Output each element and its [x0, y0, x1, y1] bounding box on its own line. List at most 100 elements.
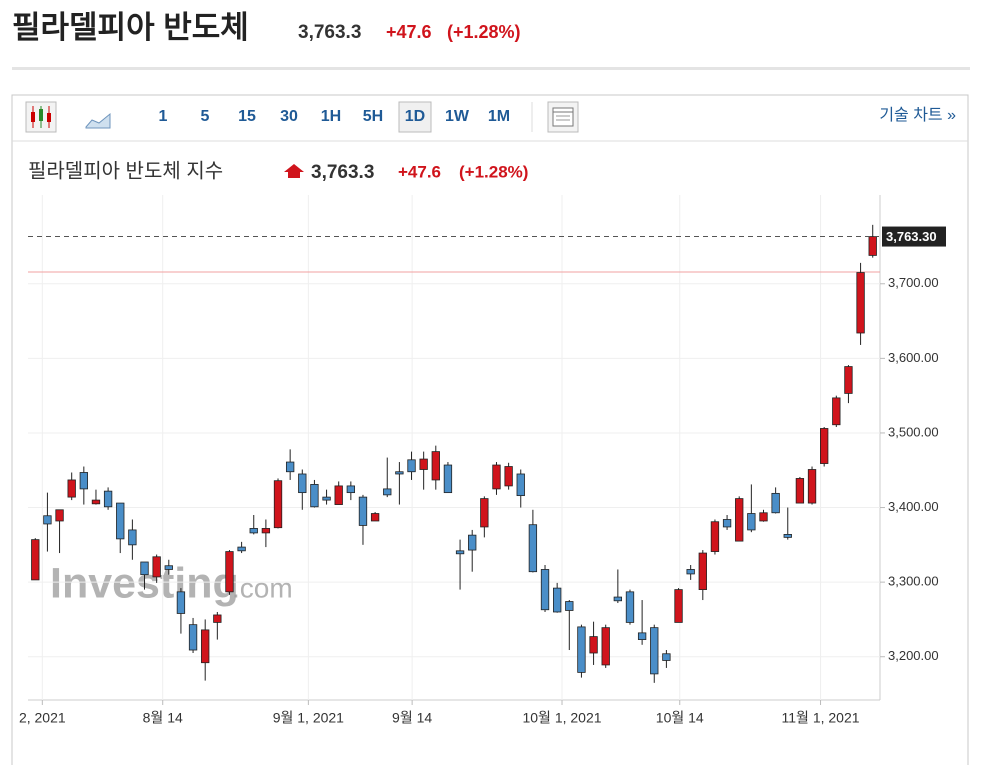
- candle-body: [844, 366, 853, 394]
- candle-body: [419, 458, 428, 470]
- candle-body: [322, 496, 331, 501]
- candle-icon[interactable]: [25, 101, 57, 133]
- last-price-box: [882, 226, 946, 247]
- interval-button[interactable]: 5H: [363, 108, 383, 125]
- candle-body: [468, 534, 477, 551]
- candle-body: [565, 601, 574, 611]
- x-tick-label: 10월 14: [656, 710, 704, 726]
- x-tick-label: 2, 2021: [19, 710, 66, 726]
- interval-selected: [398, 101, 432, 133]
- candle-body: [43, 515, 52, 525]
- candle-body: [55, 509, 64, 522]
- x-tick-label: 9월 1, 2021: [273, 710, 344, 726]
- candle-body: [334, 485, 343, 505]
- candle-body: [164, 565, 173, 570]
- candle-body: [795, 478, 805, 504]
- candle-body: [31, 539, 40, 581]
- candle-body: [225, 551, 234, 593]
- candle-body: [273, 480, 283, 529]
- divider: [12, 67, 970, 70]
- candle-body: [346, 485, 356, 494]
- candle-body: [431, 451, 440, 481]
- candle-body: [249, 528, 258, 534]
- y-tick-label: 3,700.00: [888, 275, 939, 290]
- candle-body: [577, 626, 586, 673]
- candle-body: [140, 561, 149, 576]
- candle-body: [832, 397, 841, 426]
- chart-change-pct: (+1.28%): [459, 162, 528, 181]
- up-arrow: [284, 164, 304, 178]
- candle-body: [589, 636, 598, 654]
- candle-body: [395, 471, 404, 475]
- interval-button[interactable]: 5: [201, 108, 210, 125]
- candle-body: [480, 498, 489, 528]
- candle-body: [601, 627, 610, 666]
- candle-body: [310, 484, 319, 508]
- candle-body: [516, 473, 525, 497]
- candle-body: [201, 629, 210, 664]
- header-price: 3,763.3: [298, 22, 361, 43]
- candle-body: [662, 653, 671, 661]
- candle-body: [856, 272, 865, 334]
- candle-body: [358, 496, 368, 526]
- candle-body: [771, 492, 780, 514]
- interval-button[interactable]: 1: [159, 108, 168, 125]
- candle-body: [91, 499, 101, 505]
- y-tick-label: 3,200.00: [888, 648, 939, 663]
- candle-body: [722, 519, 732, 528]
- candle-body: [79, 472, 88, 490]
- candle-body: [188, 624, 198, 651]
- chart-title: 필라델피아 반도체 지수: [28, 159, 223, 182]
- candle-body: [383, 488, 392, 496]
- header-change-pct: (+1.28%): [447, 22, 521, 42]
- interval-button[interactable]: 1H: [321, 108, 341, 125]
- candle-body: [370, 513, 380, 522]
- candle-body: [176, 591, 186, 614]
- area-icon[interactable]: [85, 112, 111, 129]
- candle-body: [152, 556, 161, 578]
- candle-body: [504, 466, 513, 487]
- y-tick-label: 3,600.00: [888, 350, 939, 365]
- chart-price: 3,763.3: [311, 162, 374, 183]
- candle-body: [407, 459, 416, 473]
- candle-body: [698, 552, 707, 591]
- candle-body: [540, 569, 550, 611]
- candle-body: [783, 534, 792, 538]
- candle-body: [237, 546, 246, 552]
- watermark-suffix: .com: [232, 572, 293, 603]
- interval-button[interactable]: 1M: [488, 108, 510, 125]
- candle-body: [759, 512, 768, 522]
- interval-button[interactable]: 30: [280, 108, 298, 125]
- x-tick-label: 10월 1, 2021: [522, 710, 601, 726]
- x-tick-label: 8월 14: [143, 710, 183, 726]
- candle-body: [553, 587, 562, 613]
- candle-body: [650, 627, 659, 675]
- candle-body: [686, 569, 695, 575]
- layout-icon[interactable]: [547, 101, 579, 133]
- candle-body: [443, 464, 453, 494]
- candle-body: [613, 596, 623, 602]
- candle-body: [747, 513, 756, 531]
- candle-body: [128, 529, 137, 546]
- y-tick-label: 3,300.00: [888, 574, 939, 589]
- candle-body: [625, 591, 635, 623]
- candle-body: [116, 502, 125, 540]
- candle-body: [735, 498, 744, 542]
- candle-body: [261, 528, 271, 534]
- y-tick-label: 3,400.00: [888, 499, 939, 514]
- interval-button[interactable]: 1D: [405, 108, 425, 125]
- technical-chart-link[interactable]: 기술 차트 »: [879, 106, 956, 124]
- interval-button[interactable]: 1W: [445, 108, 470, 125]
- page-title: 필라델피아 반도체: [12, 10, 249, 45]
- interval-button[interactable]: 15: [238, 108, 256, 125]
- candle-body: [285, 461, 295, 473]
- candle-body: [710, 521, 720, 552]
- candle-body: [298, 473, 307, 494]
- candle-body: [807, 469, 817, 504]
- candle-body: [213, 614, 222, 623]
- header-change: +47.6: [386, 22, 432, 42]
- candle-body: [820, 428, 829, 464]
- candle-body: [455, 550, 465, 555]
